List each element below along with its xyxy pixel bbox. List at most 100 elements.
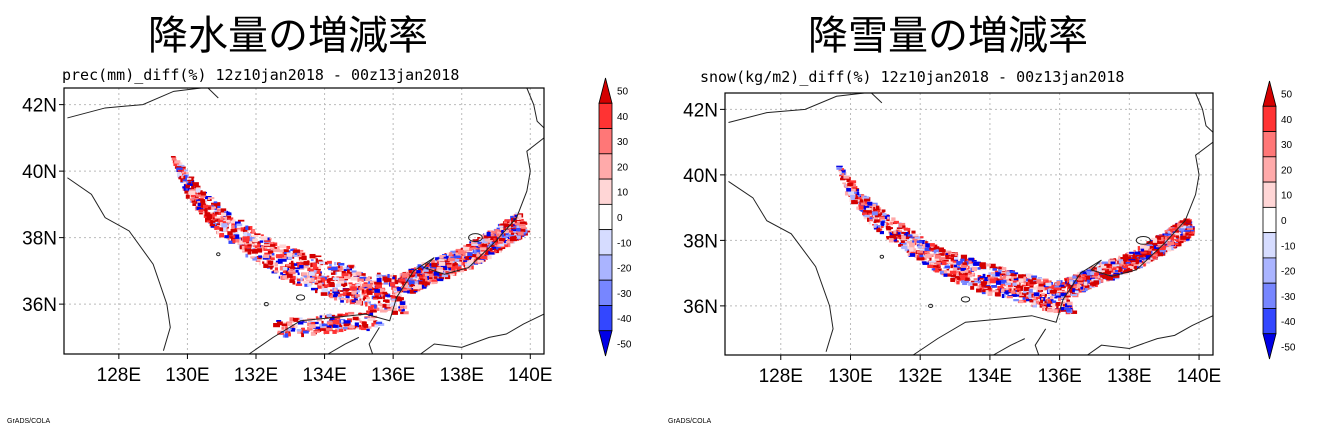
anomaly-cell: [383, 282, 390, 285]
coastline: [1087, 315, 1213, 355]
anomaly-cell: [245, 233, 251, 237]
anomaly-cell: [270, 257, 275, 261]
anomaly-cell: [301, 259, 308, 262]
anomaly-cell: [1168, 230, 1173, 233]
anomaly-cell: [1042, 307, 1045, 311]
anomaly-cell: [302, 330, 309, 334]
anomaly-cell: [855, 193, 862, 197]
x-tick-label: 140E: [508, 365, 552, 386]
anomaly-cell: [182, 186, 185, 189]
anomaly-cell: [488, 239, 493, 242]
anomaly-cell: [344, 312, 349, 316]
anomaly-cell: [380, 306, 383, 310]
anomaly-cell: [916, 255, 922, 259]
anomaly-cell: [514, 233, 517, 236]
anomaly-cell: [1132, 255, 1137, 259]
anomaly-cell: [436, 267, 443, 271]
anomaly-cell: [223, 219, 230, 223]
anomaly-cell: [274, 267, 279, 272]
anomaly-cell: [849, 180, 857, 184]
anomaly-cell: [294, 324, 298, 329]
anomaly-cell: [249, 237, 255, 241]
snow-credit: GrADS/COLA: [668, 418, 712, 425]
anomaly-cell: [436, 273, 440, 276]
anomaly-cell: [373, 320, 378, 323]
anomaly-cell: [1017, 292, 1021, 296]
anomaly-cell: [907, 230, 911, 235]
anomaly-cell: [950, 277, 955, 282]
anomaly-cell: [997, 286, 1004, 291]
colorbar-label: -20: [617, 264, 632, 275]
anomaly-cell: [1056, 304, 1059, 309]
anomaly-cell: [263, 236, 268, 241]
anomaly-cell: [908, 236, 914, 239]
anomaly-cell: [1139, 257, 1146, 260]
anomaly-cell: [971, 259, 977, 262]
anomaly-cell: [962, 262, 967, 265]
anomaly-cell: [1076, 275, 1082, 278]
anomaly-cell: [853, 197, 860, 202]
anomaly-cell: [392, 287, 397, 291]
anomaly-cell: [501, 229, 504, 234]
anomaly-cell: [330, 270, 336, 275]
anomaly-cell: [1137, 246, 1140, 251]
anomaly-cell: [376, 274, 382, 278]
anomaly-cell: [1022, 292, 1029, 295]
anomaly-cell: [279, 244, 286, 249]
anomaly-cell: [410, 289, 414, 294]
anomaly-cell: [328, 277, 335, 281]
x-tick-label: 128E: [97, 365, 141, 386]
anomaly-cell: [467, 252, 473, 257]
anomaly-cell: [1118, 266, 1122, 270]
anomaly-cell: [424, 273, 429, 276]
anomaly-cell: [506, 238, 514, 244]
anomaly-cell: [187, 183, 193, 186]
anomaly-cell: [907, 252, 910, 256]
anomaly-band: [273, 309, 385, 338]
colorbar-swatch: [1262, 131, 1277, 158]
anomaly-cell: [315, 268, 321, 271]
anomaly-cell: [354, 322, 359, 326]
anomaly-cell: [199, 211, 203, 215]
anomaly-cell: [455, 252, 462, 257]
anomaly-cell: [192, 182, 199, 187]
anomaly-cell: [909, 243, 915, 249]
anomaly-cell: [846, 177, 850, 182]
anomaly-cell: [413, 270, 418, 275]
anomaly-cell: [391, 310, 398, 315]
anomaly-cell: [214, 226, 217, 230]
anomaly-cell: [181, 175, 184, 179]
anomaly-cell: [187, 192, 190, 195]
anomaly-cell: [999, 267, 1007, 270]
anomaly-cell: [929, 247, 936, 250]
anomaly-cell: [440, 259, 446, 264]
anomaly-cell: [308, 271, 315, 276]
anomaly-cell: [933, 251, 937, 254]
anomaly-cell: [960, 267, 966, 272]
anomaly-cell: [935, 259, 943, 262]
anomaly-cell: [462, 248, 469, 252]
anomaly-cell: [511, 230, 516, 234]
anomaly-cell: [973, 278, 978, 281]
anomaly-cell: [349, 265, 354, 269]
anomaly-cell: [264, 243, 271, 247]
anomaly-cell: [403, 286, 410, 292]
anomaly-cell: [211, 213, 217, 219]
coastline: [420, 313, 544, 354]
anomaly-cell: [511, 229, 518, 232]
anomaly-cell: [972, 283, 978, 286]
anomaly-cell: [311, 287, 318, 291]
anomaly-cell: [224, 216, 228, 221]
anomaly-cell: [355, 300, 362, 305]
anomaly-cell: [1092, 281, 1096, 287]
anomaly-band: [1064, 218, 1196, 298]
anomaly-cell: [1032, 298, 1037, 301]
colorbar-label: -20: [1281, 267, 1296, 278]
anomaly-cell: [852, 191, 859, 194]
anomaly-cell: [280, 272, 283, 275]
anomaly-cell: [909, 247, 914, 252]
anomaly-cell: [236, 223, 243, 227]
anomaly-cell: [315, 289, 318, 294]
anomaly-cell: [880, 221, 885, 226]
anomaly-cell: [1083, 281, 1088, 286]
